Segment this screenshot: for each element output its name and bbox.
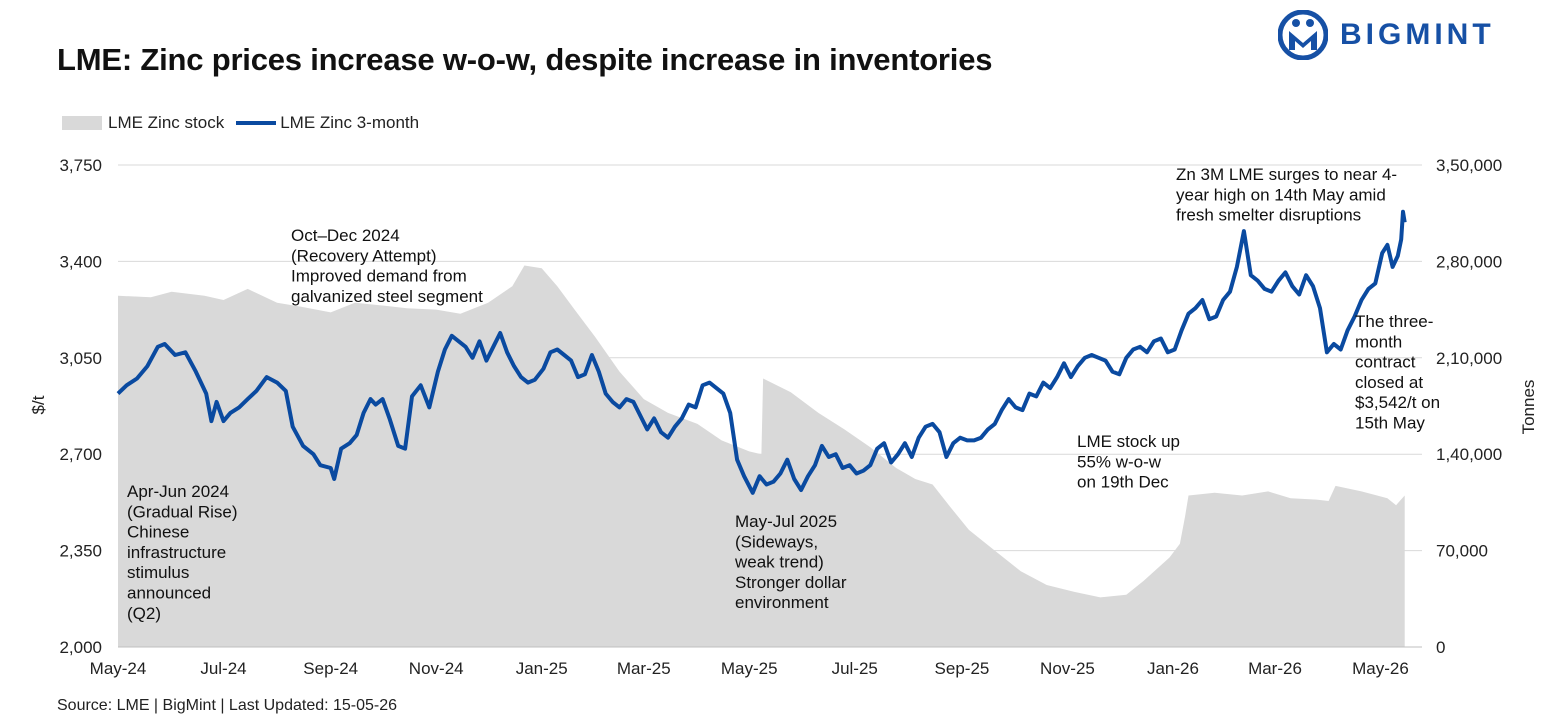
y-left-tick-label: 2,350 [59,542,102,561]
y-left-tick-label: 2,700 [59,445,102,464]
annotation-1: Oct–Dec 2024 (Recovery Attempt) Improved d… [291,226,483,306]
x-tick-label: Sep-24 [303,659,358,678]
y-left-tick-label: 3,750 [59,156,102,175]
y-right-tick-label: 70,000 [1436,542,1488,561]
x-tick-label: Mar-26 [1248,659,1302,678]
annotation-line: fresh smelter disruptions [1176,206,1361,225]
annotation-line: (Gradual Rise) [127,502,238,521]
x-tick-label: May-25 [721,659,778,678]
annotation-line: May-Jul 2025 [735,512,837,531]
annotation-line: year high on 14th May amid [1176,185,1386,204]
x-tick-label: Jan-26 [1147,659,1199,678]
price-line [116,209,1407,495]
annotation-line: 15th May [1355,414,1425,433]
annotation-line: LME stock up [1077,432,1180,451]
y-left-axis-title: $/t [29,395,48,414]
annotation-line: Zn 3M LME surges to near 4- [1176,165,1397,184]
x-tick-label: Nov-24 [409,659,464,678]
x-tick-label: May-24 [90,659,147,678]
annotation-line: 55% w-o-w [1077,452,1162,471]
source-note: Source: LME | BigMint | Last Updated: 15… [57,697,398,714]
y-left-tick-label: 2,000 [59,638,102,657]
annotation-line: infrastructure [127,543,226,562]
y-left-tick-label: 3,400 [59,252,102,271]
annotation-line: (Recovery Attempt) [291,246,437,265]
legend-swatch-stock [62,116,102,130]
annotation-4: LME stock up 55% w-o-w on 19th Dec [1077,432,1180,492]
annotation-line: (Sideways, [735,532,818,551]
legend-swatch-price [236,121,277,125]
annotation-line: galvanized steel segment [291,287,483,306]
annotation-line: (Q2) [127,604,161,623]
y-right-tick-label: 0 [1436,638,1445,657]
annotation-line: closed at [1355,373,1423,392]
chart-title: LME: Zinc prices increase w-o-w, despite… [57,42,993,77]
annotation-line: stimulus [127,563,189,582]
annotation-line: Improved demand from [291,267,467,286]
bigmint-logo-icon [1278,10,1328,60]
logo-text: BIGMINT [1340,18,1495,51]
y-right-axis-title: Tonnes [1519,380,1538,435]
annotation-line: environment [735,593,829,612]
annotation-line: announced [127,584,211,603]
legend-item-price: LME Zinc 3-month [236,113,419,133]
annotation-3: May-Jul 2025 (Sideways, weak trend) Stronge… [734,512,847,612]
brand-logo: BIGMINT [1278,10,1495,60]
annotation-2: Apr-Jun 2024 (Gradual Rise) Chinese infrast… [127,482,238,623]
annotation-6: The three-month contract closed at $3,542/t… [1355,312,1440,433]
x-tick-label: Nov-25 [1040,659,1095,678]
annotation-line: on 19th Dec [1077,473,1169,492]
y-right-tick-label: 2,10,000 [1436,349,1502,368]
annotation-line: Chinese [127,523,189,542]
annotation-line: weak trend) [734,553,824,572]
axis-layer: 2,000 2,350 2,700 3,050 3,400 3,750 0 70,000 1,4… [29,156,1538,678]
y-left-tick-label: 3,050 [59,349,102,368]
annotation-line: Apr-Jun 2024 [127,482,229,501]
x-tick-label: Jul-25 [832,659,878,678]
annotation-line: month [1355,332,1402,351]
y-right-tick-label: 3,50,000 [1436,156,1502,175]
price-line-layer [116,209,1407,495]
annotation-line: Stronger dollar [735,573,847,592]
annotation-layer: Oct–Dec 2024 (Recovery Attempt) Improved d… [127,165,1440,623]
x-tick-label: Jan-25 [516,659,568,678]
legend-label-stock: LME Zinc stock [108,113,225,132]
chart-legend: LME Zinc stock LME Zinc 3-month [62,113,431,133]
annotation-line: Oct–Dec 2024 [291,226,400,245]
annotation-line: $3,542/t on [1355,393,1440,412]
legend-label-price: LME Zinc 3-month [280,113,420,132]
x-tick-label: Mar-25 [617,659,671,678]
legend-item-stock: LME Zinc stock [62,113,224,133]
y-right-tick-label: 1,40,000 [1436,445,1502,464]
x-tick-label: May-26 [1352,659,1409,678]
annotation-5: Zn 3M LME surges to near 4-year high on … [1176,165,1397,225]
x-tick-label: Sep-25 [935,659,990,678]
annotation-line: contract [1355,353,1416,372]
annotation-line: The three- [1355,312,1433,331]
y-right-tick-label: 2,80,000 [1436,252,1502,271]
x-tick-label: Jul-24 [200,659,246,678]
